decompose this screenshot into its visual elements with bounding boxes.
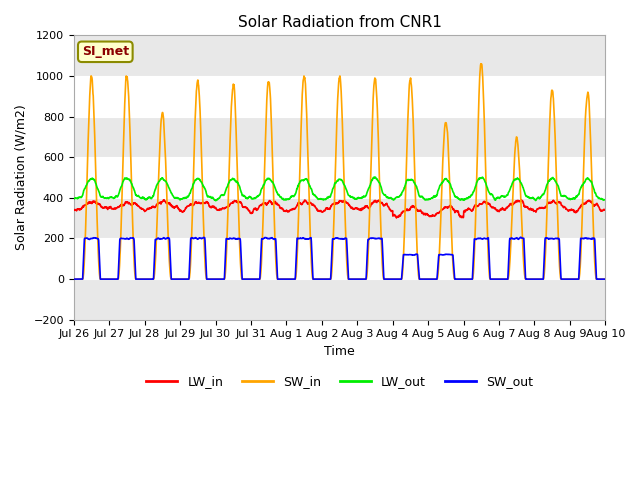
- SW_in: [570, 276, 577, 282]
- Text: SI_met: SI_met: [82, 45, 129, 58]
- Bar: [74, 239, 605, 279]
- LW_in: [602, 207, 609, 213]
- X-axis label: Time: Time: [324, 345, 355, 358]
- LW_in: [160, 197, 168, 203]
- LW_out: [70, 196, 77, 202]
- LW_out: [602, 197, 609, 203]
- LW_in: [570, 208, 577, 214]
- LW_in: [70, 206, 77, 212]
- SW_out: [355, 276, 362, 282]
- SW_out: [516, 234, 524, 240]
- Line: SW_out: SW_out: [74, 237, 605, 279]
- SW_out: [70, 276, 77, 282]
- SW_in: [494, 276, 502, 282]
- Line: LW_out: LW_out: [74, 177, 605, 201]
- SW_in: [555, 242, 563, 248]
- LW_out: [218, 192, 226, 198]
- Bar: [74, 36, 605, 76]
- Line: SW_in: SW_in: [74, 64, 605, 279]
- SW_in: [366, 189, 374, 195]
- Bar: [74, 157, 605, 198]
- SW_in: [218, 276, 226, 282]
- LW_out: [212, 198, 220, 204]
- Bar: [74, 279, 605, 320]
- LW_in: [218, 206, 226, 212]
- LW_out: [355, 195, 363, 201]
- SW_out: [570, 276, 577, 282]
- LW_out: [494, 195, 502, 201]
- LW_in: [494, 208, 502, 214]
- Bar: [74, 76, 605, 117]
- Line: LW_in: LW_in: [74, 200, 605, 218]
- LW_in: [392, 215, 400, 221]
- SW_out: [366, 235, 374, 241]
- LW_in: [555, 200, 563, 205]
- Bar: [74, 117, 605, 157]
- LW_out: [367, 181, 374, 187]
- Legend: LW_in, SW_in, LW_out, SW_out: LW_in, SW_in, LW_out, SW_out: [141, 370, 538, 393]
- LW_in: [355, 207, 363, 213]
- SW_in: [477, 61, 485, 67]
- SW_in: [602, 276, 609, 282]
- LW_in: [367, 203, 374, 209]
- LW_out: [555, 185, 563, 191]
- LW_out: [570, 196, 577, 202]
- SW_out: [555, 236, 563, 241]
- Title: Solar Radiation from CNR1: Solar Radiation from CNR1: [237, 15, 442, 30]
- Bar: [74, 198, 605, 239]
- SW_out: [494, 276, 502, 282]
- Y-axis label: Solar Radiation (W/m2): Solar Radiation (W/m2): [15, 105, 28, 251]
- SW_in: [70, 276, 77, 282]
- LW_out: [372, 174, 380, 180]
- SW_in: [355, 276, 362, 282]
- SW_out: [602, 276, 609, 282]
- SW_out: [218, 276, 226, 282]
